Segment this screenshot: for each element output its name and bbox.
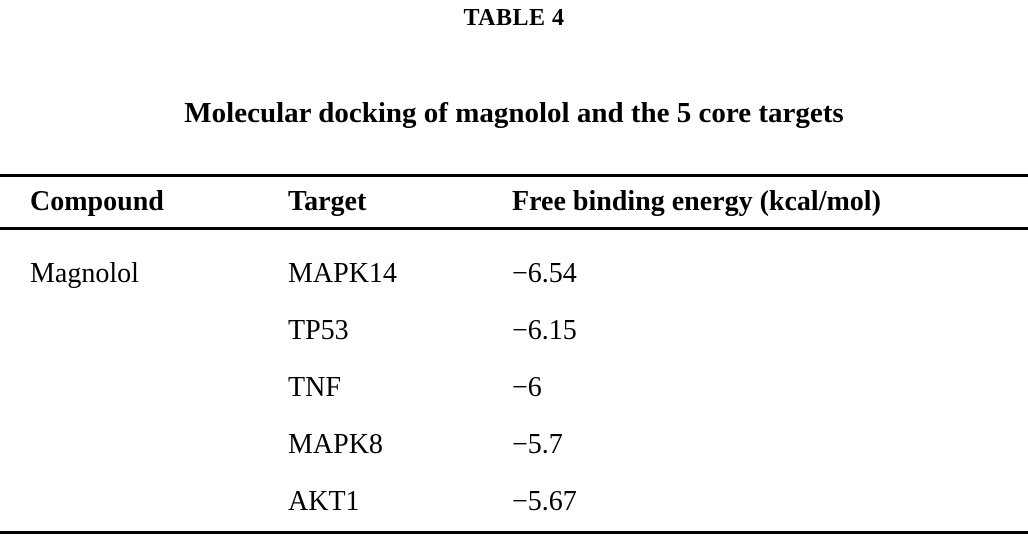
table-row: AKT1 −5.67 [0,474,1028,533]
table-body: Magnolol MAPK14 −6.54 TP53 −6.15 TNF −6 … [0,228,1028,532]
cell-energy: −5.7 [512,429,563,461]
table-label: TABLE 4 [463,5,565,31]
cell-compound [0,360,288,417]
cell-target: MAPK14 [288,258,397,290]
cell-energy: −5.67 [512,486,577,518]
docking-results-table: Compound Target Free binding energy (kca… [0,173,1028,534]
table-header: Compound Target Free binding energy (kca… [0,175,1028,229]
column-header-compound: Compound [30,185,164,217]
cell-compound [0,303,288,360]
table-row: MAPK8 −5.7 [0,417,1028,474]
cell-target: TNF [288,372,341,404]
cell-target: TP53 [288,315,349,347]
table-row: TP53 −6.15 [0,303,1028,360]
cell-target: AKT1 [288,486,360,518]
column-header-target: Target [288,185,367,217]
cell-target: MAPK8 [288,429,383,461]
table-caption: Molecular docking of magnolol and the 5 … [184,96,844,129]
cell-energy: −6.15 [512,315,577,347]
table-header-row: Compound Target Free binding energy (kca… [0,175,1028,229]
column-header-free-binding-energy: Free binding energy (kcal/mol) [512,185,881,217]
cell-compound: Magnolol [30,258,139,290]
cell-compound [0,417,288,474]
table-row: TNF −6 [0,360,1028,417]
cell-energy: −6 [512,372,542,404]
cell-compound [0,474,288,533]
cell-energy: −6.54 [512,258,577,290]
table-row: Magnolol MAPK14 −6.54 [0,228,1028,303]
